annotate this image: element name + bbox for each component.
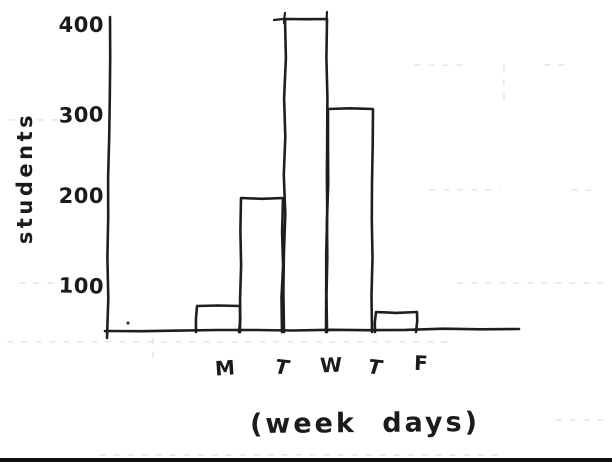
y-axis-line <box>105 15 112 340</box>
bar-4-F <box>373 310 419 334</box>
scan-artifacts <box>7 64 611 456</box>
bar-1-T <box>238 196 285 334</box>
y-tick-400: 400 <box>58 13 104 37</box>
y-tick-200: 200 <box>58 184 104 208</box>
x-label-1-t: T <box>273 354 291 380</box>
x-label-0-m: M <box>214 355 236 381</box>
x-label-3-t: T <box>366 354 384 380</box>
x-label-2-w: W <box>319 352 343 378</box>
x-axis-title: (week days) <box>249 406 481 441</box>
bar-3-T <box>325 107 375 334</box>
y-tick-100: 100 <box>58 273 105 299</box>
y-axis-title: students <box>13 111 37 245</box>
page-bottom-border <box>0 458 612 462</box>
y-tick-300: 300 <box>58 102 105 128</box>
bar-0-M <box>194 304 242 334</box>
x-axis-line <box>103 327 521 333</box>
ink-speck <box>126 321 130 325</box>
x-label-4-f: F <box>413 350 429 376</box>
